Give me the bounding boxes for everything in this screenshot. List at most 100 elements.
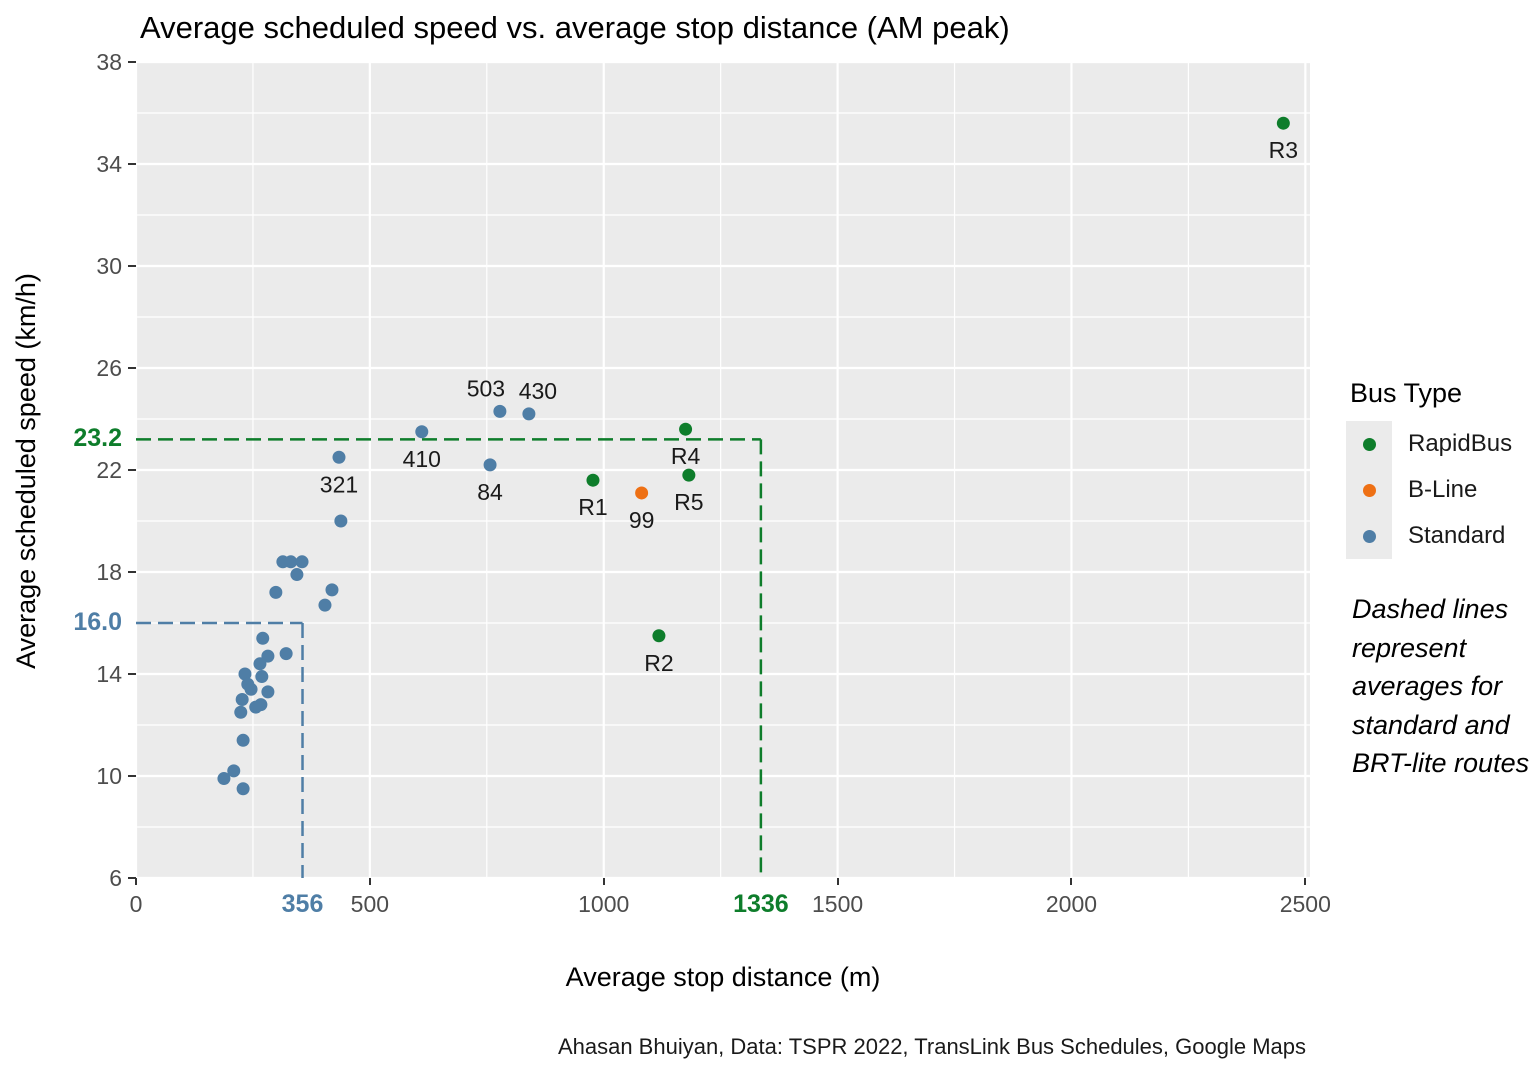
data-point — [279, 647, 293, 661]
data-point — [244, 682, 258, 696]
data-point — [332, 450, 346, 464]
y-axis-tick-label: 34 — [96, 151, 122, 177]
data-point — [415, 425, 429, 439]
y-axis-tick — [128, 265, 136, 267]
point-label: R4 — [671, 443, 701, 469]
x-axis-tick-label: 0 — [129, 891, 143, 917]
x-axis-tick — [1070, 878, 1073, 885]
data-point — [493, 404, 507, 418]
point-label: 430 — [519, 378, 557, 404]
point-label: R5 — [674, 489, 703, 515]
data-point — [269, 585, 283, 599]
data-point — [255, 670, 269, 684]
data-point — [318, 598, 332, 612]
x-axis-tick — [368, 878, 371, 885]
y-axis-tick — [128, 673, 136, 675]
legend-dot-icon — [1362, 529, 1376, 543]
y-axis-tick-label: 14 — [96, 661, 122, 687]
data-point — [253, 657, 267, 671]
x-axis-title: Average stop distance (m) — [565, 962, 881, 992]
point-label: 503 — [467, 375, 505, 401]
legend-item-rapidbus: RapidBus — [1346, 421, 1512, 467]
data-point — [227, 764, 241, 778]
x-axis-tick-label: 2500 — [1279, 891, 1331, 917]
legend-item-label: Standard — [1408, 522, 1506, 549]
data-point — [1276, 116, 1290, 130]
chart-title: Average scheduled speed vs. average stop… — [140, 10, 1010, 45]
data-point — [522, 407, 536, 421]
y-axis-tick-label: 30 — [96, 253, 122, 279]
data-point — [256, 631, 270, 645]
point-label: R3 — [1269, 137, 1298, 163]
data-point — [234, 705, 248, 719]
point-label: 84 — [477, 479, 503, 505]
y-axis-tick-label: 6 — [109, 865, 122, 891]
legend-key — [1346, 421, 1392, 467]
x-axis-tick — [836, 878, 839, 885]
x-axis-tick-label: 2000 — [1045, 891, 1098, 917]
y-axis-tick — [128, 61, 136, 63]
y-axis-tick — [128, 877, 136, 879]
x-axis-tick — [602, 878, 605, 885]
y-axis-tick-label: 10 — [96, 763, 122, 789]
data-point — [217, 772, 231, 786]
y-axis-tick — [128, 775, 136, 777]
data-point — [235, 693, 249, 706]
x-axis-tick-label: 500 — [350, 891, 390, 917]
point-label: 410 — [403, 446, 441, 472]
point-label: 321 — [320, 471, 358, 497]
point-label: R1 — [578, 494, 607, 520]
data-point — [652, 629, 666, 643]
data-point — [334, 514, 348, 528]
y-axis-tick-label: 26 — [96, 355, 122, 381]
legend-items: RapidBus B-Line Standard — [1346, 421, 1512, 559]
y-axis-title: Average scheduled speed (km/h) — [11, 273, 41, 669]
data-point — [236, 782, 250, 796]
legend-item-label: B-Line — [1408, 476, 1478, 503]
y-axis-tick — [128, 367, 136, 369]
data-point — [682, 468, 696, 482]
legend-key — [1346, 467, 1392, 513]
legend-item-standard: Standard — [1346, 513, 1512, 559]
data-point — [679, 422, 693, 436]
avg-value-label-x: 1336 — [733, 890, 789, 918]
data-point — [483, 458, 497, 472]
y-axis-tick — [128, 163, 136, 165]
legend-item-label: RapidBus — [1408, 430, 1513, 457]
data-point — [261, 685, 275, 699]
data-point — [284, 555, 298, 569]
data-point — [238, 667, 252, 681]
data-point — [586, 473, 600, 487]
data-point — [295, 555, 309, 569]
point-label: R2 — [644, 650, 673, 676]
annotation-note: Dashed lines represent averages for stan… — [1352, 594, 1530, 778]
data-point — [635, 486, 649, 500]
x-axis-tick — [135, 878, 137, 885]
avg-value-label-x: 356 — [281, 890, 324, 918]
avg-value-label-y: 16.0 — [73, 608, 122, 636]
x-axis-tick — [1304, 878, 1307, 885]
x-axis-tick-label: 1500 — [811, 891, 864, 917]
legend-item-b-line: B-Line — [1346, 467, 1512, 513]
y-axis-tick-label: 38 — [96, 49, 122, 75]
legend: Bus Type RapidBus B-Line Standard — [1346, 378, 1512, 559]
y-axis-tick — [128, 571, 136, 573]
plot-canvas: R1 R2 R3 R4 R5 99 321 410 84 503 430 — [136, 62, 1310, 878]
legend-dot-icon — [1362, 437, 1376, 451]
legend-key — [1346, 513, 1392, 559]
y-axis-tick-label: 18 — [96, 559, 122, 585]
avg-value-label-y: 23.2 — [73, 424, 122, 453]
chart-caption: Ahasan Bhuiyan, Data: TSPR 2022, TransLi… — [557, 1034, 1306, 1059]
data-point — [290, 568, 304, 582]
data-point — [236, 733, 250, 747]
data-point — [249, 700, 263, 714]
point-label: 99 — [629, 507, 655, 533]
data-point — [325, 583, 339, 597]
y-axis-tick-label: 22 — [96, 457, 122, 483]
plot-panel: R1 R2 R3 R4 R5 99 321 410 84 503 430 — [136, 62, 1310, 878]
y-axis-tick — [128, 469, 136, 471]
legend-title: Bus Type — [1350, 378, 1463, 408]
x-axis-tick-label: 1000 — [578, 891, 630, 917]
legend-dot-icon — [1362, 483, 1376, 497]
